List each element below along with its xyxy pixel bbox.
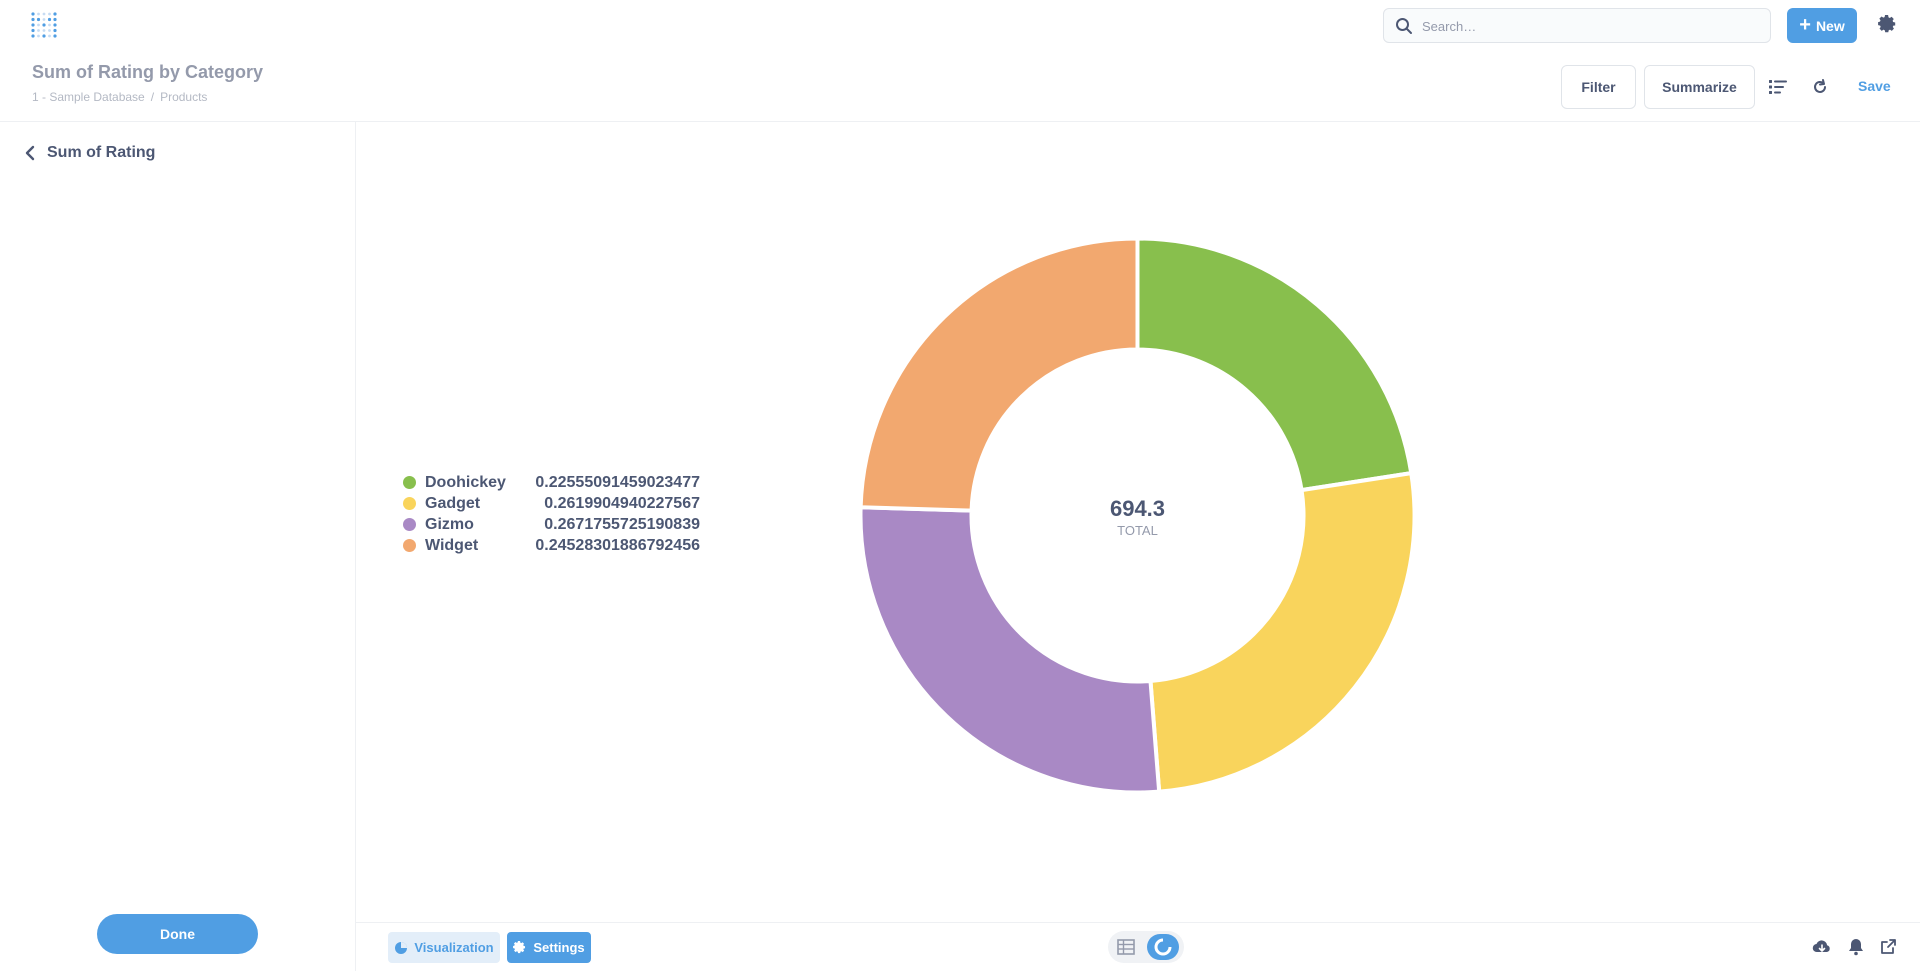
notebook-editor-icon[interactable] [1768, 77, 1788, 97]
legend-dot-widget [403, 539, 416, 552]
pie-chart-icon [1154, 938, 1172, 956]
gear-icon[interactable] [1878, 15, 1898, 35]
visualization-label: Visualization [414, 940, 494, 955]
chevron-left-icon [25, 145, 35, 161]
sidebar-divider [355, 122, 356, 971]
legend-label: Gadget [425, 494, 481, 512]
save-button[interactable]: Save [1858, 78, 1891, 94]
filter-button[interactable]: Filter [1561, 65, 1636, 109]
breadcrumb-separator: / [150, 90, 155, 104]
legend-value: 0.2619904940227567 [544, 494, 700, 512]
legend-item[interactable]: Gadget 0.2619904940227567 [403, 493, 700, 514]
top-nav: + New [0, 0, 1920, 50]
legend-value: 0.24528301886792456 [535, 536, 700, 554]
search-icon [1396, 18, 1412, 34]
plus-icon: + [1799, 13, 1811, 36]
search-bar[interactable] [1383, 8, 1771, 43]
legend-dot-gadget [403, 497, 416, 510]
page-title[interactable]: Sum of Rating by Category [32, 62, 264, 82]
settings-button[interactable]: Settings [507, 932, 591, 963]
breadcrumb-database[interactable]: 1 - Sample Database [32, 90, 145, 104]
bell-icon[interactable] [1846, 937, 1866, 957]
new-button-label: New [1815, 17, 1845, 34]
share-icon[interactable] [1878, 937, 1898, 957]
visualization-button[interactable]: Visualization [388, 932, 500, 963]
legend-value: 0.2671755725190839 [544, 515, 700, 533]
donut-slice-gizmo[interactable] [860, 505, 1162, 793]
legend-label: Widget [425, 536, 479, 554]
search-input[interactable] [1422, 16, 1752, 36]
gear-icon [513, 940, 526, 953]
donut-slice-widget[interactable] [860, 238, 1140, 513]
total-value: 694.3 [1110, 496, 1165, 521]
legend-item[interactable]: Widget 0.24528301886792456 [403, 535, 700, 556]
metabase-logo-icon[interactable] [30, 12, 58, 40]
back-to-metric-button[interactable]: Sum of Rating [25, 144, 155, 162]
legend-item[interactable]: Doohickey 0.22555091459023477 [403, 472, 700, 493]
legend-dot-gizmo [403, 518, 416, 531]
legend-item[interactable]: Gizmo 0.2671755725190839 [403, 514, 700, 535]
summarize-button[interactable]: Summarize [1644, 65, 1755, 109]
new-button[interactable]: + New [1787, 8, 1857, 43]
settings-label: Settings [533, 940, 585, 955]
donut-chart: 694.3 TOTAL [860, 238, 1415, 793]
footer-divider [356, 922, 1920, 923]
view-toggle [1108, 931, 1184, 963]
legend-label: Doohickey [425, 473, 506, 491]
breadcrumb: 1 - Sample Database / Products [32, 90, 207, 104]
breadcrumb-table[interactable]: Products [160, 90, 208, 104]
legend-label: Gizmo [425, 515, 474, 533]
legend-dot-doohickey [403, 476, 416, 489]
legend-value: 0.22555091459023477 [535, 473, 700, 491]
total-label: TOTAL [1117, 523, 1158, 538]
refresh-icon[interactable] [1810, 77, 1830, 97]
done-button[interactable]: Done [97, 914, 258, 954]
chart-view-toggle[interactable] [1147, 934, 1179, 960]
pie-chart-icon [395, 941, 408, 954]
back-label: Sum of Rating [47, 144, 156, 161]
header-divider [0, 121, 1920, 122]
download-icon[interactable] [1812, 937, 1832, 957]
donut-slice-doohickey[interactable] [1135, 238, 1414, 493]
donut-slice-gadget[interactable] [1148, 470, 1415, 793]
table-icon[interactable] [1116, 937, 1136, 957]
chart-legend: Doohickey 0.22555091459023477 Gadget 0.2… [403, 472, 700, 556]
